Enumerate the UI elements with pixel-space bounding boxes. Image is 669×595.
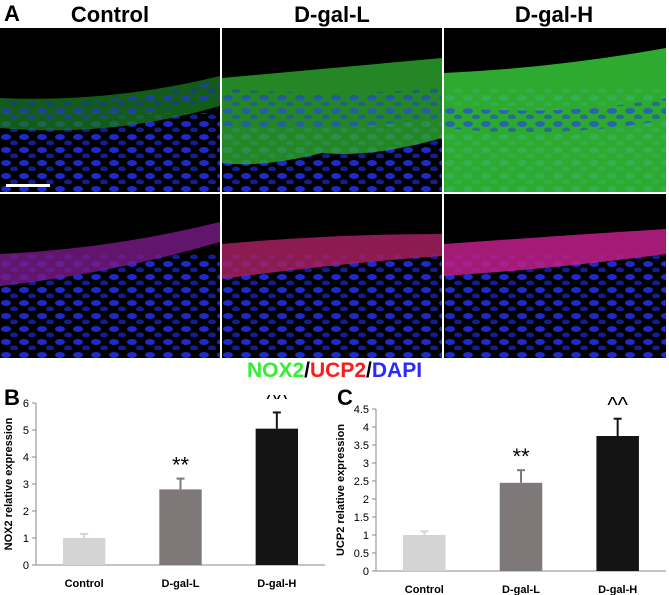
- significance-marker: ^^: [267, 395, 288, 411]
- y-tick-label: 2: [363, 494, 369, 506]
- ucp2-bar-chart: UCP2 relative expression 0 0.5 1 1.5 2 2.5 3 3.5…: [335, 395, 666, 595]
- y-tick-label: 1.5: [354, 512, 369, 524]
- y-tick-label: 6: [23, 398, 29, 410]
- y-tick-label: 3.5: [354, 440, 369, 452]
- micrograph-ucp2-dgal-h: [444, 194, 666, 358]
- stain-legend: NOX2/UCP2/DAPI: [0, 359, 669, 383]
- scale-bar: [6, 184, 50, 187]
- x-tick-label: D-gal-L: [162, 578, 200, 590]
- bar-control: [62, 538, 106, 565]
- y-axis-label: NOX2 relative expression: [3, 417, 15, 550]
- x-tick-label: Control: [65, 578, 104, 590]
- y-tick-label: 3: [363, 458, 369, 470]
- x-tick-label: D-gal-H: [598, 584, 637, 595]
- y-tick-label: 5: [23, 425, 29, 437]
- column-title-dgal-l: D-gal-L: [294, 2, 370, 27]
- y-tick-label: 2: [23, 506, 29, 518]
- y-axis-label: UCP2 relative expression: [335, 424, 347, 556]
- legend-slash-1: /: [304, 359, 310, 382]
- y-tick-label: 2.5: [354, 476, 369, 488]
- x-tick-label: D-gal-L: [502, 584, 540, 595]
- y-tick-label: 1: [363, 530, 369, 542]
- y-tick-label: 0: [363, 566, 369, 578]
- y-tick-label: 4: [23, 452, 29, 464]
- micrograph-nox2-dgal-l: [222, 28, 442, 192]
- bar-d-gal-h: [596, 436, 639, 571]
- legend-ucp2: UCP2: [309, 359, 367, 382]
- significance-marker: ^^: [607, 395, 628, 418]
- panel-c-label: C: [337, 385, 353, 410]
- micrograph-ucp2-control: [0, 194, 220, 358]
- micrograph-ucp2-dgal-l: [222, 194, 442, 358]
- nox2-bar-chart: NOX2 relative expression 0 1 2 3 4 5 6 Control D-…: [3, 395, 325, 590]
- column-title-dgal-h: D-gal-H: [514, 2, 594, 27]
- y-tick-label: 1: [23, 533, 29, 545]
- x-tick-label: D-gal-H: [257, 578, 296, 590]
- y-tick-label: 0: [23, 560, 29, 572]
- y-tick-label: 3: [23, 479, 29, 491]
- panel-b-label: B: [4, 385, 20, 410]
- y-tick-label: 0.5: [354, 548, 369, 560]
- micrograph-nox2-dgal-h: [444, 28, 666, 192]
- y-tick-label: 4.5: [354, 404, 369, 416]
- micrograph-nox2-control: [0, 28, 220, 192]
- legend-nox2: NOX2: [246, 359, 305, 382]
- legend-slash-2: /: [366, 359, 372, 382]
- bar-control: [403, 535, 446, 571]
- panel-a-label: A: [4, 1, 20, 26]
- significance-marker: **: [172, 453, 190, 478]
- legend-dapi: DAPI: [371, 359, 423, 382]
- y-tick-label: 4: [363, 422, 369, 434]
- significance-marker: **: [512, 444, 530, 469]
- bar-d-gal-h: [255, 428, 299, 565]
- column-title-control: Control: [70, 2, 150, 27]
- bar-d-gal-l: [159, 489, 202, 565]
- x-tick-label: Control: [405, 584, 444, 595]
- bar-d-gal-l: [499, 482, 543, 571]
